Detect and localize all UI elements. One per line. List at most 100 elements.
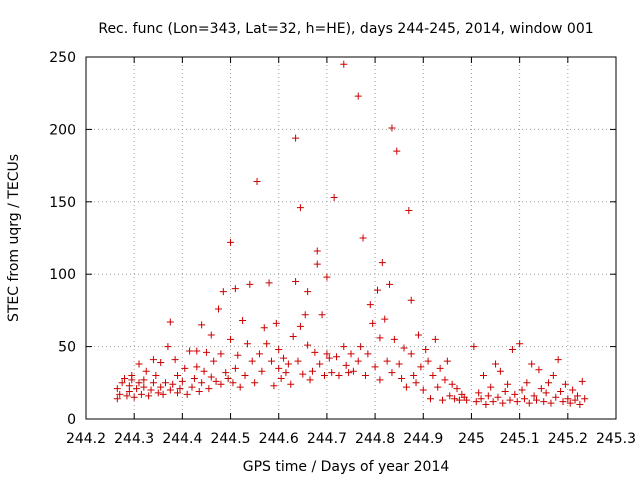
data-point xyxy=(287,380,295,388)
data-point xyxy=(227,238,235,246)
data-point xyxy=(576,401,584,409)
data-point xyxy=(140,383,148,391)
y-tick-label: 50 xyxy=(58,340,76,356)
data-point xyxy=(154,389,162,397)
data-point xyxy=(292,134,300,142)
data-point xyxy=(301,311,309,319)
data-point xyxy=(202,348,210,356)
data-point xyxy=(137,390,145,398)
data-point xyxy=(511,390,519,398)
data-point xyxy=(441,376,449,384)
data-point xyxy=(439,396,447,404)
grid-lines xyxy=(86,57,616,419)
x-tick-label: 244.4 xyxy=(162,431,202,447)
data-point xyxy=(270,382,278,390)
x-tick-label: 244.3 xyxy=(114,431,154,447)
x-tick-label: 245.1 xyxy=(500,431,540,447)
data-point xyxy=(282,369,290,377)
data-point xyxy=(402,383,410,391)
data-point xyxy=(275,345,283,353)
data-point xyxy=(227,335,235,343)
data-point xyxy=(186,347,194,355)
data-point xyxy=(166,318,174,326)
data-point xyxy=(188,383,196,391)
data-point xyxy=(251,379,259,387)
data-point xyxy=(325,354,333,362)
data-point xyxy=(296,204,304,212)
data-point xyxy=(523,379,531,387)
data-point xyxy=(215,305,222,313)
data-point xyxy=(140,376,148,384)
data-point xyxy=(487,383,495,391)
data-point xyxy=(434,383,442,391)
data-point xyxy=(277,374,285,382)
data-point xyxy=(149,379,157,387)
data-point xyxy=(533,396,540,404)
data-point xyxy=(142,367,150,375)
data-point xyxy=(470,343,478,351)
data-point xyxy=(448,380,456,388)
chart-title: Rec. func (Lon=343, Lat=32, h=HE), days … xyxy=(98,21,593,37)
data-point xyxy=(376,376,384,384)
data-point xyxy=(561,380,569,388)
y-tick-label: 100 xyxy=(49,267,76,283)
x-tick-label: 244.5 xyxy=(210,431,250,447)
data-point xyxy=(345,369,353,377)
data-point xyxy=(272,319,280,327)
data-point xyxy=(528,360,536,368)
data-point xyxy=(566,399,574,407)
data-point xyxy=(386,280,394,288)
data-point xyxy=(328,369,336,377)
data-point xyxy=(499,399,507,407)
data-point xyxy=(569,386,577,394)
data-point xyxy=(181,364,189,372)
data-point xyxy=(239,317,247,325)
data-point xyxy=(323,273,331,281)
data-point xyxy=(446,392,454,400)
data-point xyxy=(333,353,341,361)
data-point xyxy=(374,286,381,294)
data-point xyxy=(198,321,206,329)
data-point xyxy=(330,193,338,201)
data-point xyxy=(542,389,550,397)
data-point xyxy=(229,379,237,387)
x-tick-label: 245.2 xyxy=(548,431,588,447)
data-point xyxy=(198,379,206,387)
data-point xyxy=(342,361,350,369)
data-point xyxy=(354,357,362,365)
data-point xyxy=(190,374,198,382)
x-tick-label: 244.7 xyxy=(307,431,347,447)
data-point xyxy=(133,385,141,393)
data-point xyxy=(349,367,357,375)
data-point xyxy=(222,369,230,377)
data-point xyxy=(152,372,160,380)
data-point xyxy=(258,367,266,375)
data-point xyxy=(125,382,133,390)
data-point xyxy=(174,389,182,397)
data-point xyxy=(135,360,143,368)
data-point xyxy=(388,369,396,377)
data-point xyxy=(113,385,121,393)
data-point xyxy=(304,288,312,296)
y-tick-label: 200 xyxy=(49,122,76,138)
data-point xyxy=(501,387,509,395)
data-point xyxy=(224,374,232,382)
data-point xyxy=(340,60,348,68)
data-point xyxy=(557,387,565,395)
data-point xyxy=(381,315,389,323)
data-point xyxy=(347,350,355,358)
data-point xyxy=(162,379,169,387)
data-point xyxy=(149,356,157,364)
data-point xyxy=(183,390,191,398)
data-point xyxy=(364,350,372,358)
data-point xyxy=(296,322,304,330)
data-point xyxy=(205,385,213,393)
data-point xyxy=(366,301,374,309)
data-point xyxy=(410,372,418,380)
data-point xyxy=(407,350,415,358)
data-point xyxy=(451,395,459,403)
data-point xyxy=(123,392,131,400)
data-point xyxy=(318,311,326,319)
data-point xyxy=(463,396,471,404)
data-point xyxy=(422,345,430,353)
